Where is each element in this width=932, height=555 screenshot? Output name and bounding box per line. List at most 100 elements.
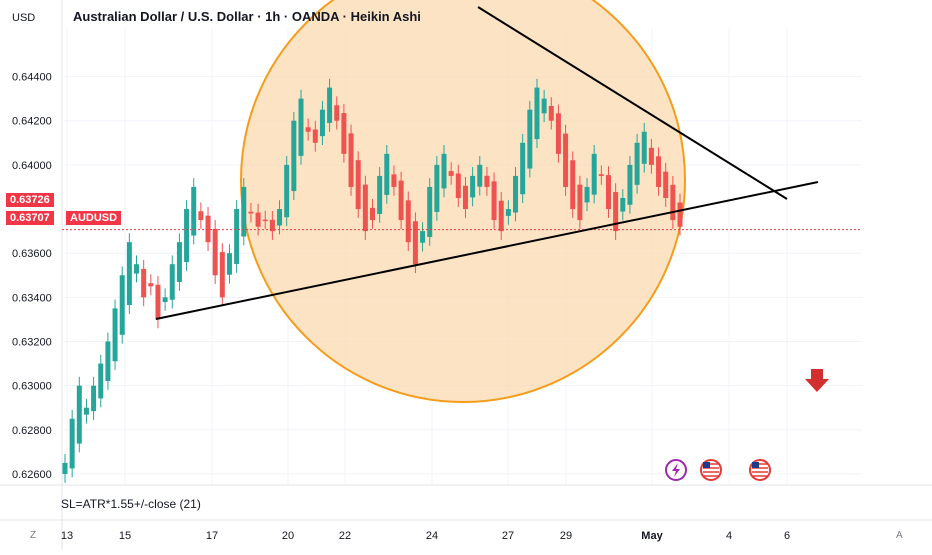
candle-body [656,156,662,187]
candle-body [427,186,433,237]
candle-body [477,164,483,187]
candle-body [312,129,318,143]
candle-body [141,268,147,298]
flag-canton [703,462,710,468]
candle-body [498,200,504,232]
candle-body [241,186,247,237]
candle-body [255,212,261,227]
x-tick-label: 29 [560,530,572,542]
candle-body [69,418,75,469]
candle-body [663,171,669,198]
chart-title: Australian Dollar / U.S. Dollar · 1h · O… [73,9,421,24]
candle-body [327,87,333,123]
candle-body [570,160,576,210]
candle-body [105,341,111,381]
candle-body [627,164,633,205]
candle-body [634,142,640,185]
candle-body [391,174,397,187]
candle-body [119,275,125,335]
candle-body [434,164,440,212]
candle-body [169,264,175,300]
candle-body [341,112,347,154]
candle-body [348,133,354,187]
candle-body [505,209,511,216]
candle-body [112,308,118,362]
candle-body [484,175,490,187]
x-tick-label: 17 [206,530,218,542]
y-tick-label: 0.64400 [12,72,52,84]
indicator-label[interactable]: SL=ATR*1.55+/-close (21) [61,497,201,511]
candle-body [334,105,340,121]
y-tick-label: 0.63400 [12,292,52,304]
candle-body [162,297,168,303]
candle-body [98,363,104,399]
candle-body [234,209,240,264]
candle-body [284,164,290,218]
candle-body [305,127,311,132]
x-tick-label: 24 [426,530,438,542]
candle-body [513,175,519,213]
y-tick-label: 0.62800 [12,425,52,437]
x-tick-label: 20 [282,530,294,542]
candle-body [591,153,597,195]
candle-body [198,211,204,221]
y-tick-label: 0.63000 [12,381,52,393]
candle-body [677,202,683,227]
x-tick-label: 4 [726,530,732,542]
candle-body [219,252,225,298]
y-tick-label: 0.62600 [12,469,52,481]
candle-body [470,175,476,198]
candle-body [134,264,140,274]
candle-body [548,105,554,121]
candle-body [126,242,132,306]
candle-body [155,284,161,320]
candle-body [613,192,619,232]
candle-body [62,462,68,474]
last-price-tag: 0.63726 [6,193,54,207]
candle-body [76,385,82,444]
candle-body [377,175,383,214]
candle-body [541,98,547,114]
candle-body [277,209,283,226]
candle-body [83,407,89,415]
candle-body [641,131,647,164]
candle-body [191,186,197,236]
candle-body [384,153,390,195]
candle-body [491,181,497,221]
candle-body [212,228,218,276]
y-tick-label: 0.63200 [12,336,52,348]
symbol-tag: AUDUSD [66,211,122,225]
candle-body [555,113,561,154]
candle-body [620,197,626,212]
flag-canton [752,462,759,468]
candle-body [398,180,404,221]
candle-body [563,133,569,187]
current-price-tag: 0.63707 [6,211,54,225]
y-tick-label: 0.63600 [12,248,52,260]
candle-body [291,120,297,192]
auto-scale-button[interactable]: A [896,530,903,541]
candle-body [262,219,268,222]
lightning-glyph [672,463,680,477]
support-trendline [155,181,819,320]
candle-body [248,211,254,214]
x-tick-label: 27 [502,530,514,542]
candle-body [319,109,325,137]
candle-body [534,87,540,140]
candle-body [355,160,361,210]
candle-body [405,200,411,243]
down-arrow-icon [805,369,829,392]
candle-body [462,185,468,210]
candle-body [670,184,676,221]
candle-body [91,385,97,412]
y-tick-label: 0.64200 [12,116,52,128]
candle-body [269,219,275,232]
zoom-button[interactable]: Z [30,530,37,541]
candle-body [577,184,583,221]
x-tick-label: May [641,530,663,542]
candle-body [184,209,190,263]
candle-body [298,98,304,156]
x-tick-label: 13 [61,530,73,542]
